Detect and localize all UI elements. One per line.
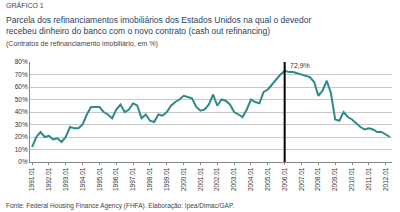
svg-text:60%: 60% <box>15 83 28 90</box>
svg-text:2004.01: 2004.01 <box>247 167 254 191</box>
svg-text:40%: 40% <box>15 108 28 115</box>
svg-text:2007.01: 2007.01 <box>298 167 305 191</box>
svg-text:50%: 50% <box>15 96 28 103</box>
svg-text:2011.01: 2011.01 <box>365 167 372 190</box>
svg-text:Parcela dos refinanciamentos i: Parcela dos refinanciamentos imobiliário… <box>6 15 311 36</box>
svg-text:1992.01: 1992.01 <box>45 167 52 191</box>
svg-text:GRÁFICO 1: GRÁFICO 1 <box>6 1 44 9</box>
svg-text:1993.01: 1993.01 <box>62 167 69 191</box>
svg-text:2002.01: 2002.01 <box>213 167 220 191</box>
svg-text:(Contratos de refinanciamento: (Contratos de refinanciamento imobiliári… <box>6 40 158 48</box>
svg-text:2005.01: 2005.01 <box>264 167 271 191</box>
svg-text:72,9%: 72,9% <box>290 62 310 69</box>
svg-text:2006.01: 2006.01 <box>281 167 288 191</box>
svg-text:2000.01: 2000.01 <box>180 167 187 191</box>
svg-text:Fonte: Federal Housing Finance: Fonte: Federal Housing Finance Agency (F… <box>6 202 234 210</box>
svg-text:20%: 20% <box>15 133 28 140</box>
svg-text:0%: 0% <box>18 158 28 165</box>
svg-text:2001.01: 2001.01 <box>197 167 204 191</box>
svg-text:1995.01: 1995.01 <box>96 167 103 191</box>
svg-text:10%: 10% <box>15 146 28 153</box>
svg-text:1999.01: 1999.01 <box>163 167 170 191</box>
svg-text:2012.01: 2012.01 <box>382 167 389 191</box>
svg-text:1994.01: 1994.01 <box>79 167 86 191</box>
svg-text:30%: 30% <box>15 121 28 128</box>
svg-text:1996.01: 1996.01 <box>112 167 119 191</box>
svg-text:2003.01: 2003.01 <box>230 167 237 191</box>
svg-text:2008.01: 2008.01 <box>314 167 321 191</box>
svg-text:70%: 70% <box>15 71 28 78</box>
svg-text:1991.01: 1991.01 <box>28 167 35 191</box>
svg-text:80%: 80% <box>15 58 28 65</box>
svg-text:1998.01: 1998.01 <box>146 167 153 191</box>
svg-text:1997.01: 1997.01 <box>129 167 136 191</box>
svg-text:2010.01: 2010.01 <box>348 167 355 191</box>
svg-text:2009.01: 2009.01 <box>331 167 338 191</box>
